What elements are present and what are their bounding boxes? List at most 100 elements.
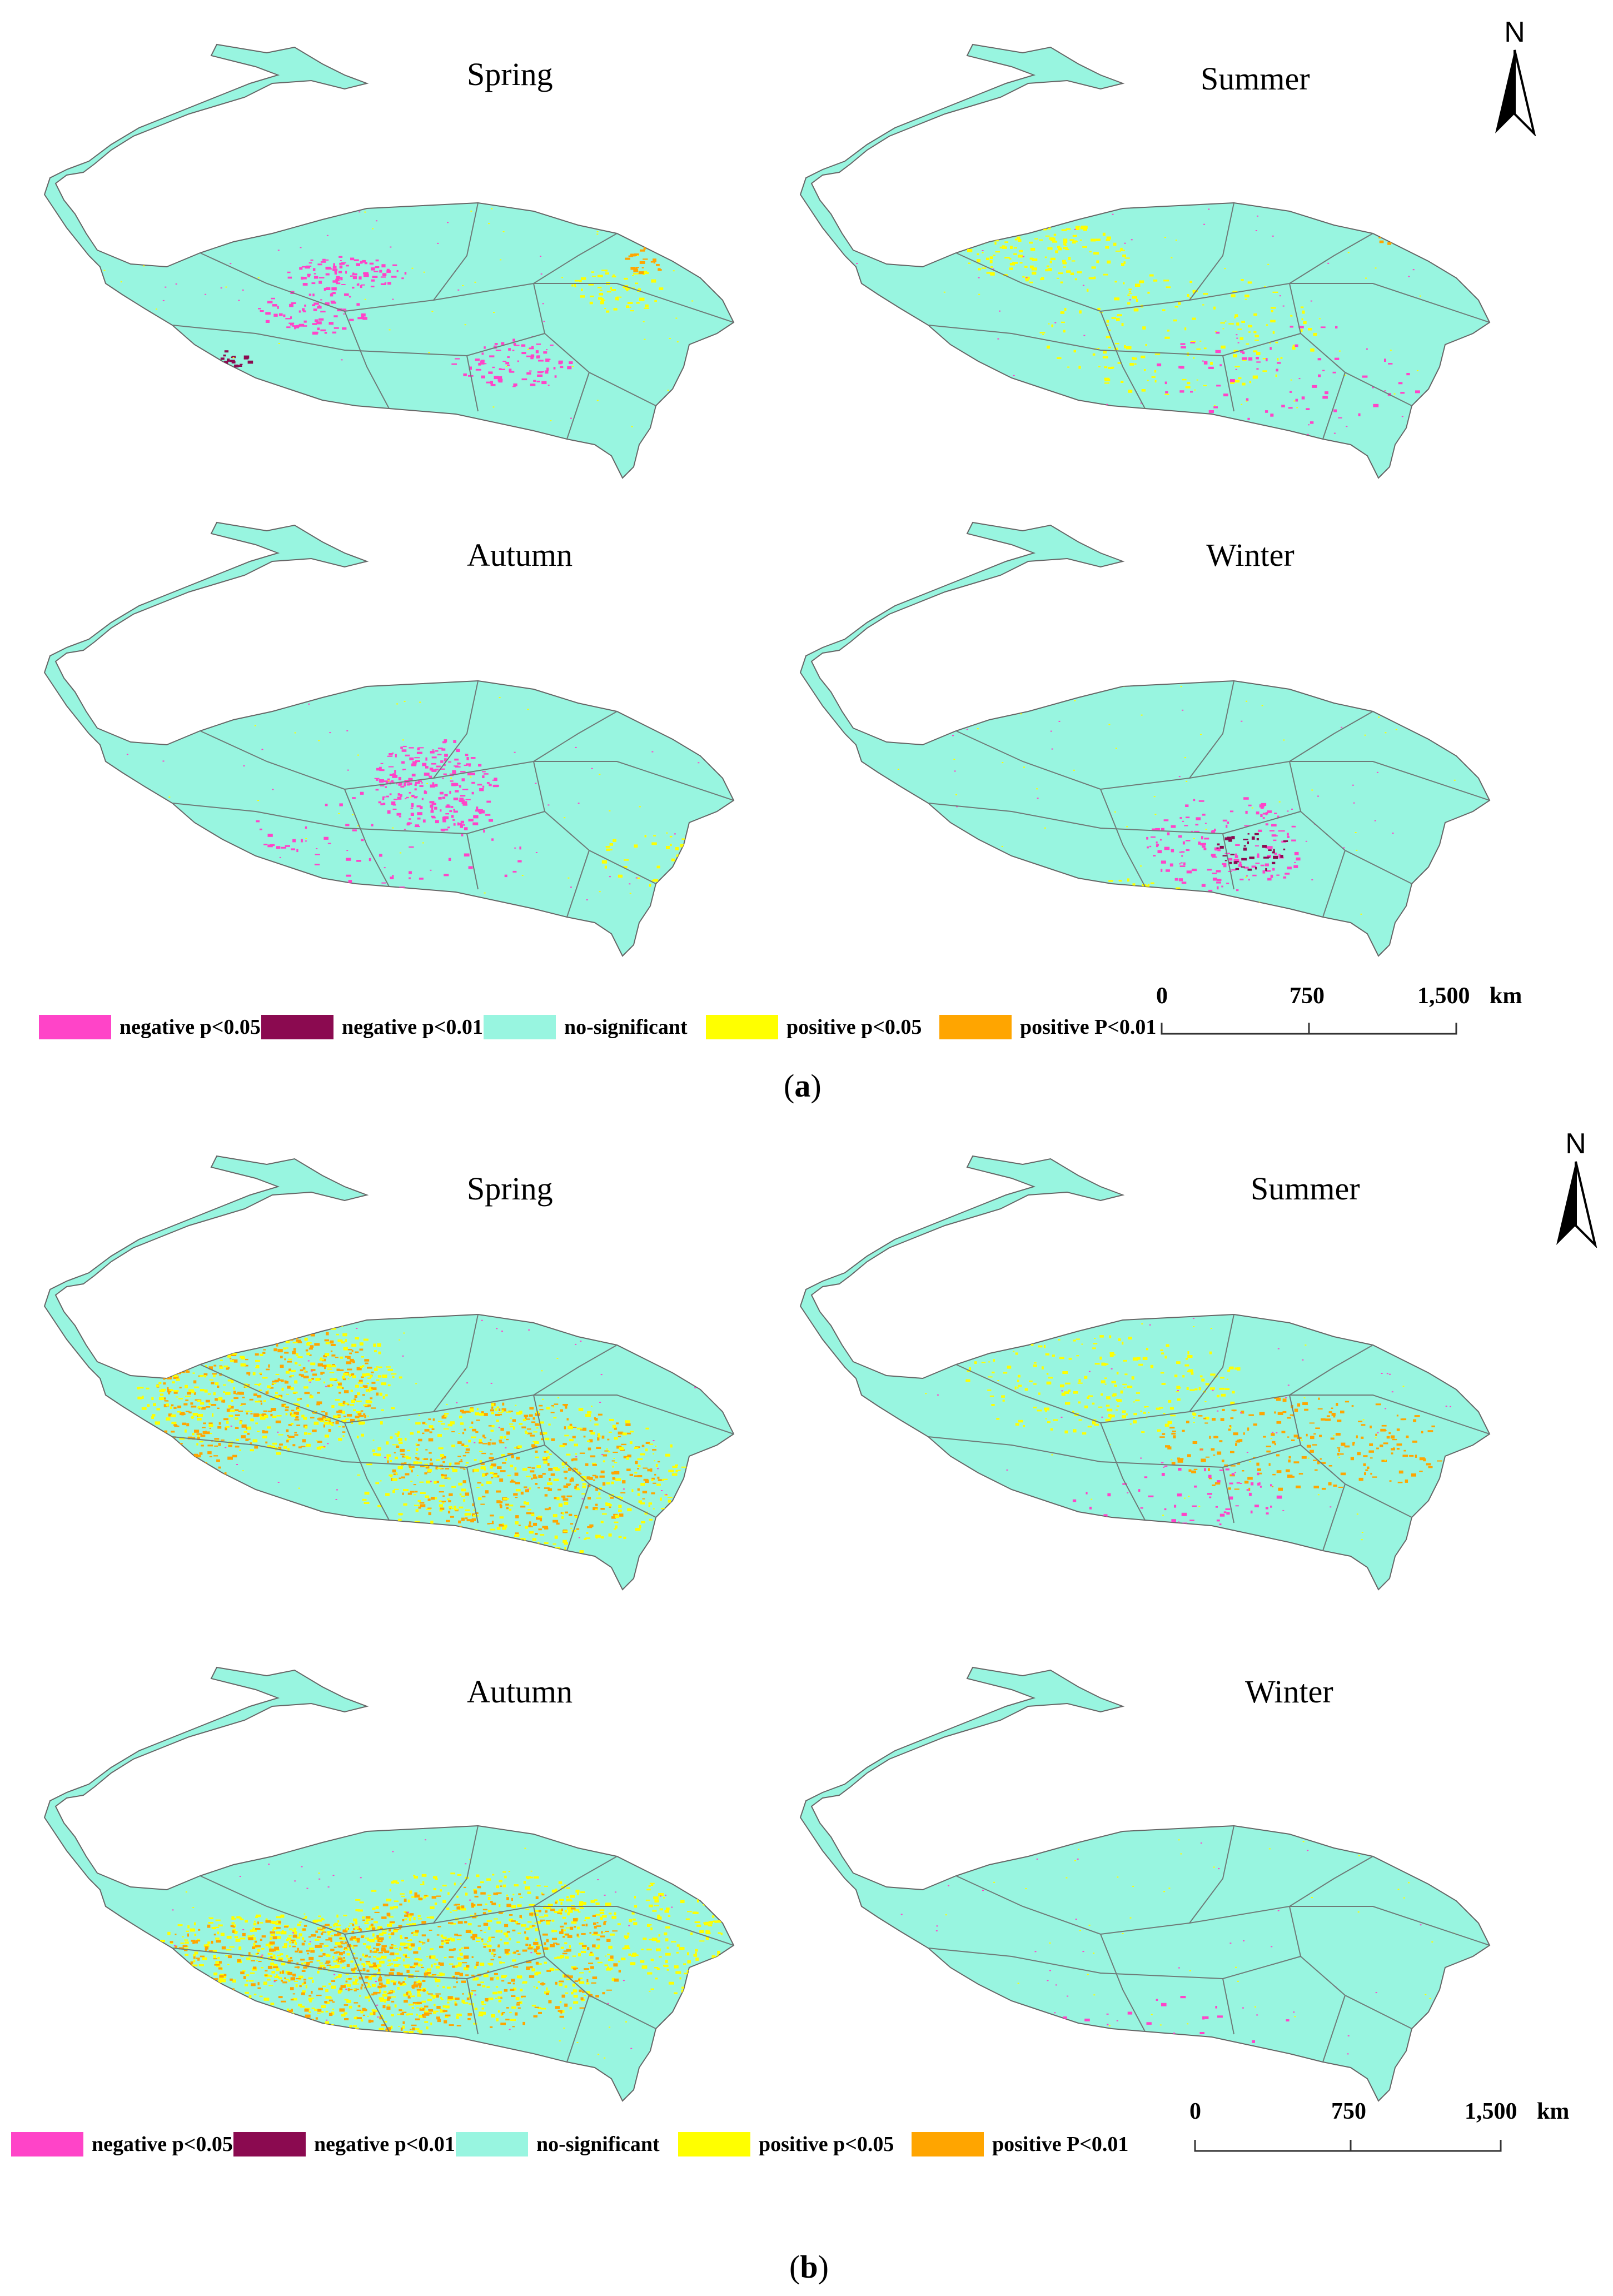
internal-boundary [1222,833,1234,890]
internal-boundary [1100,1422,1146,1521]
legend-label: positive P<0.01 [1020,1015,1157,1039]
internal-boundary [344,311,390,409]
season-title-spring: Spring [467,1171,553,1207]
scale-tick-1500: 1,500 [1465,2099,1517,2124]
internal-boundary [466,833,479,890]
internal-boundary [1222,355,1234,412]
legend-swatch [678,2132,750,2156]
scale-tick-1500: 1,500 [1417,983,1470,1009]
internal-boundary [1189,680,1234,779]
scale-unit: km [1490,983,1522,1009]
internal-boundary [172,1948,545,1980]
internal-boundary [1100,1934,1146,2032]
legend-label: negative p<0.05 [92,2133,233,2156]
internal-boundary [1289,1906,1412,2029]
legend-swatch [484,1015,556,1039]
season-title-autumn: Autumn [467,1674,573,1710]
internal-boundary [1322,850,1346,918]
internal-boundary [466,355,479,412]
legend-swatch [456,2132,528,2156]
north-label: N [1565,1128,1586,1160]
legend-swatch [912,2132,984,2156]
internal-boundary [533,1856,618,1907]
internal-boundary [1289,1394,1412,1518]
season-title-summer: Summer [1251,1171,1360,1207]
panel-a: Spring Summer Autumn Winter N negative p… [0,0,1613,1112]
map-b-summer [789,1134,1567,1623]
scale-tick-750: 750 [1331,2099,1366,2124]
region-outline [799,1155,1491,1591]
scale-tick-0: 0 [1189,2099,1201,2124]
internal-boundary [433,1314,479,1412]
internal-boundary [533,233,618,284]
internal-boundary [1289,761,1412,884]
legend-swatch [261,1015,333,1039]
internal-boundary [533,283,656,406]
region-outline [43,1666,735,2102]
legend-a: negative p<0.05 negative p<0.01 no-signifi… [39,1012,1156,1045]
legend-b: negative p<0.05 negative p<0.01 no-signifi… [11,2129,1178,2162]
internal-boundary [433,680,479,779]
internal-boundary [533,711,618,762]
season-title-winter: Winter [1206,537,1295,573]
internal-boundary [533,1344,618,1396]
region-outline [799,43,1491,479]
north-label: N [1504,16,1525,48]
region-outline [799,521,1491,957]
region-outline [43,521,735,957]
internal-boundary [566,1995,590,2063]
legend-swatch [11,2132,83,2156]
season-title-autumn: Autumn [467,537,573,573]
map-b-spring [33,1134,812,1623]
internal-boundary [1289,233,1373,284]
season-title-winter: Winter [1245,1674,1333,1710]
panel-b: Spring Summer Autumn Winter N negative p… [0,1112,1613,2285]
internal-boundary [172,803,545,835]
caption-b: (b) [789,2249,829,2285]
legend-label: positive p<0.05 [786,1015,922,1039]
internal-boundary [1189,1314,1234,1412]
internal-boundary [1322,1483,1346,1551]
internal-boundary [928,1948,1301,1980]
internal-boundary [1289,711,1373,762]
map-a-autumn [33,500,812,989]
legend-swatch [39,1015,111,1039]
caption-a: (a) [784,1068,822,1104]
internal-boundary [566,372,590,440]
internal-boundary [1322,372,1346,440]
internal-boundary [566,850,590,918]
internal-boundary [1322,1995,1346,2063]
internal-boundary [566,1483,590,1551]
scale-tick-0: 0 [1156,983,1168,1009]
internal-boundary [533,1906,656,2029]
internal-boundary [928,803,1301,835]
internal-boundary [344,1934,390,2032]
internal-boundary [466,1978,479,2035]
internal-boundary [172,1436,545,1468]
region-outline [799,1666,1491,2102]
season-title-spring: Spring [467,56,553,92]
scale-tick-750: 750 [1290,983,1325,1009]
north-arrow-icon: N [1551,1125,1601,1249]
internal-boundary [344,789,390,887]
legend-label: negative p<0.01 [314,2133,455,2156]
internal-boundary [466,1467,479,1523]
internal-boundary [1189,202,1234,301]
legend-swatch [939,1015,1012,1039]
legend-label: no-significant [536,2133,660,2156]
legend-swatch [706,1015,778,1039]
legend-label: positive P<0.01 [992,2133,1129,2156]
internal-boundary [433,202,479,301]
internal-boundary [1289,1856,1373,1907]
map-a-summer [789,22,1567,511]
internal-boundary [1222,1467,1234,1523]
internal-boundary [172,325,545,357]
internal-boundary [928,1436,1301,1468]
scale-unit: km [1537,2099,1570,2124]
internal-boundary [533,1394,656,1518]
scale-bar-b: 0 750 1,500 km [1189,2098,1569,2176]
internal-boundary [1100,311,1146,409]
map-b-autumn [33,1645,812,2134]
internal-boundary [1289,283,1412,406]
internal-boundary [344,1422,390,1521]
